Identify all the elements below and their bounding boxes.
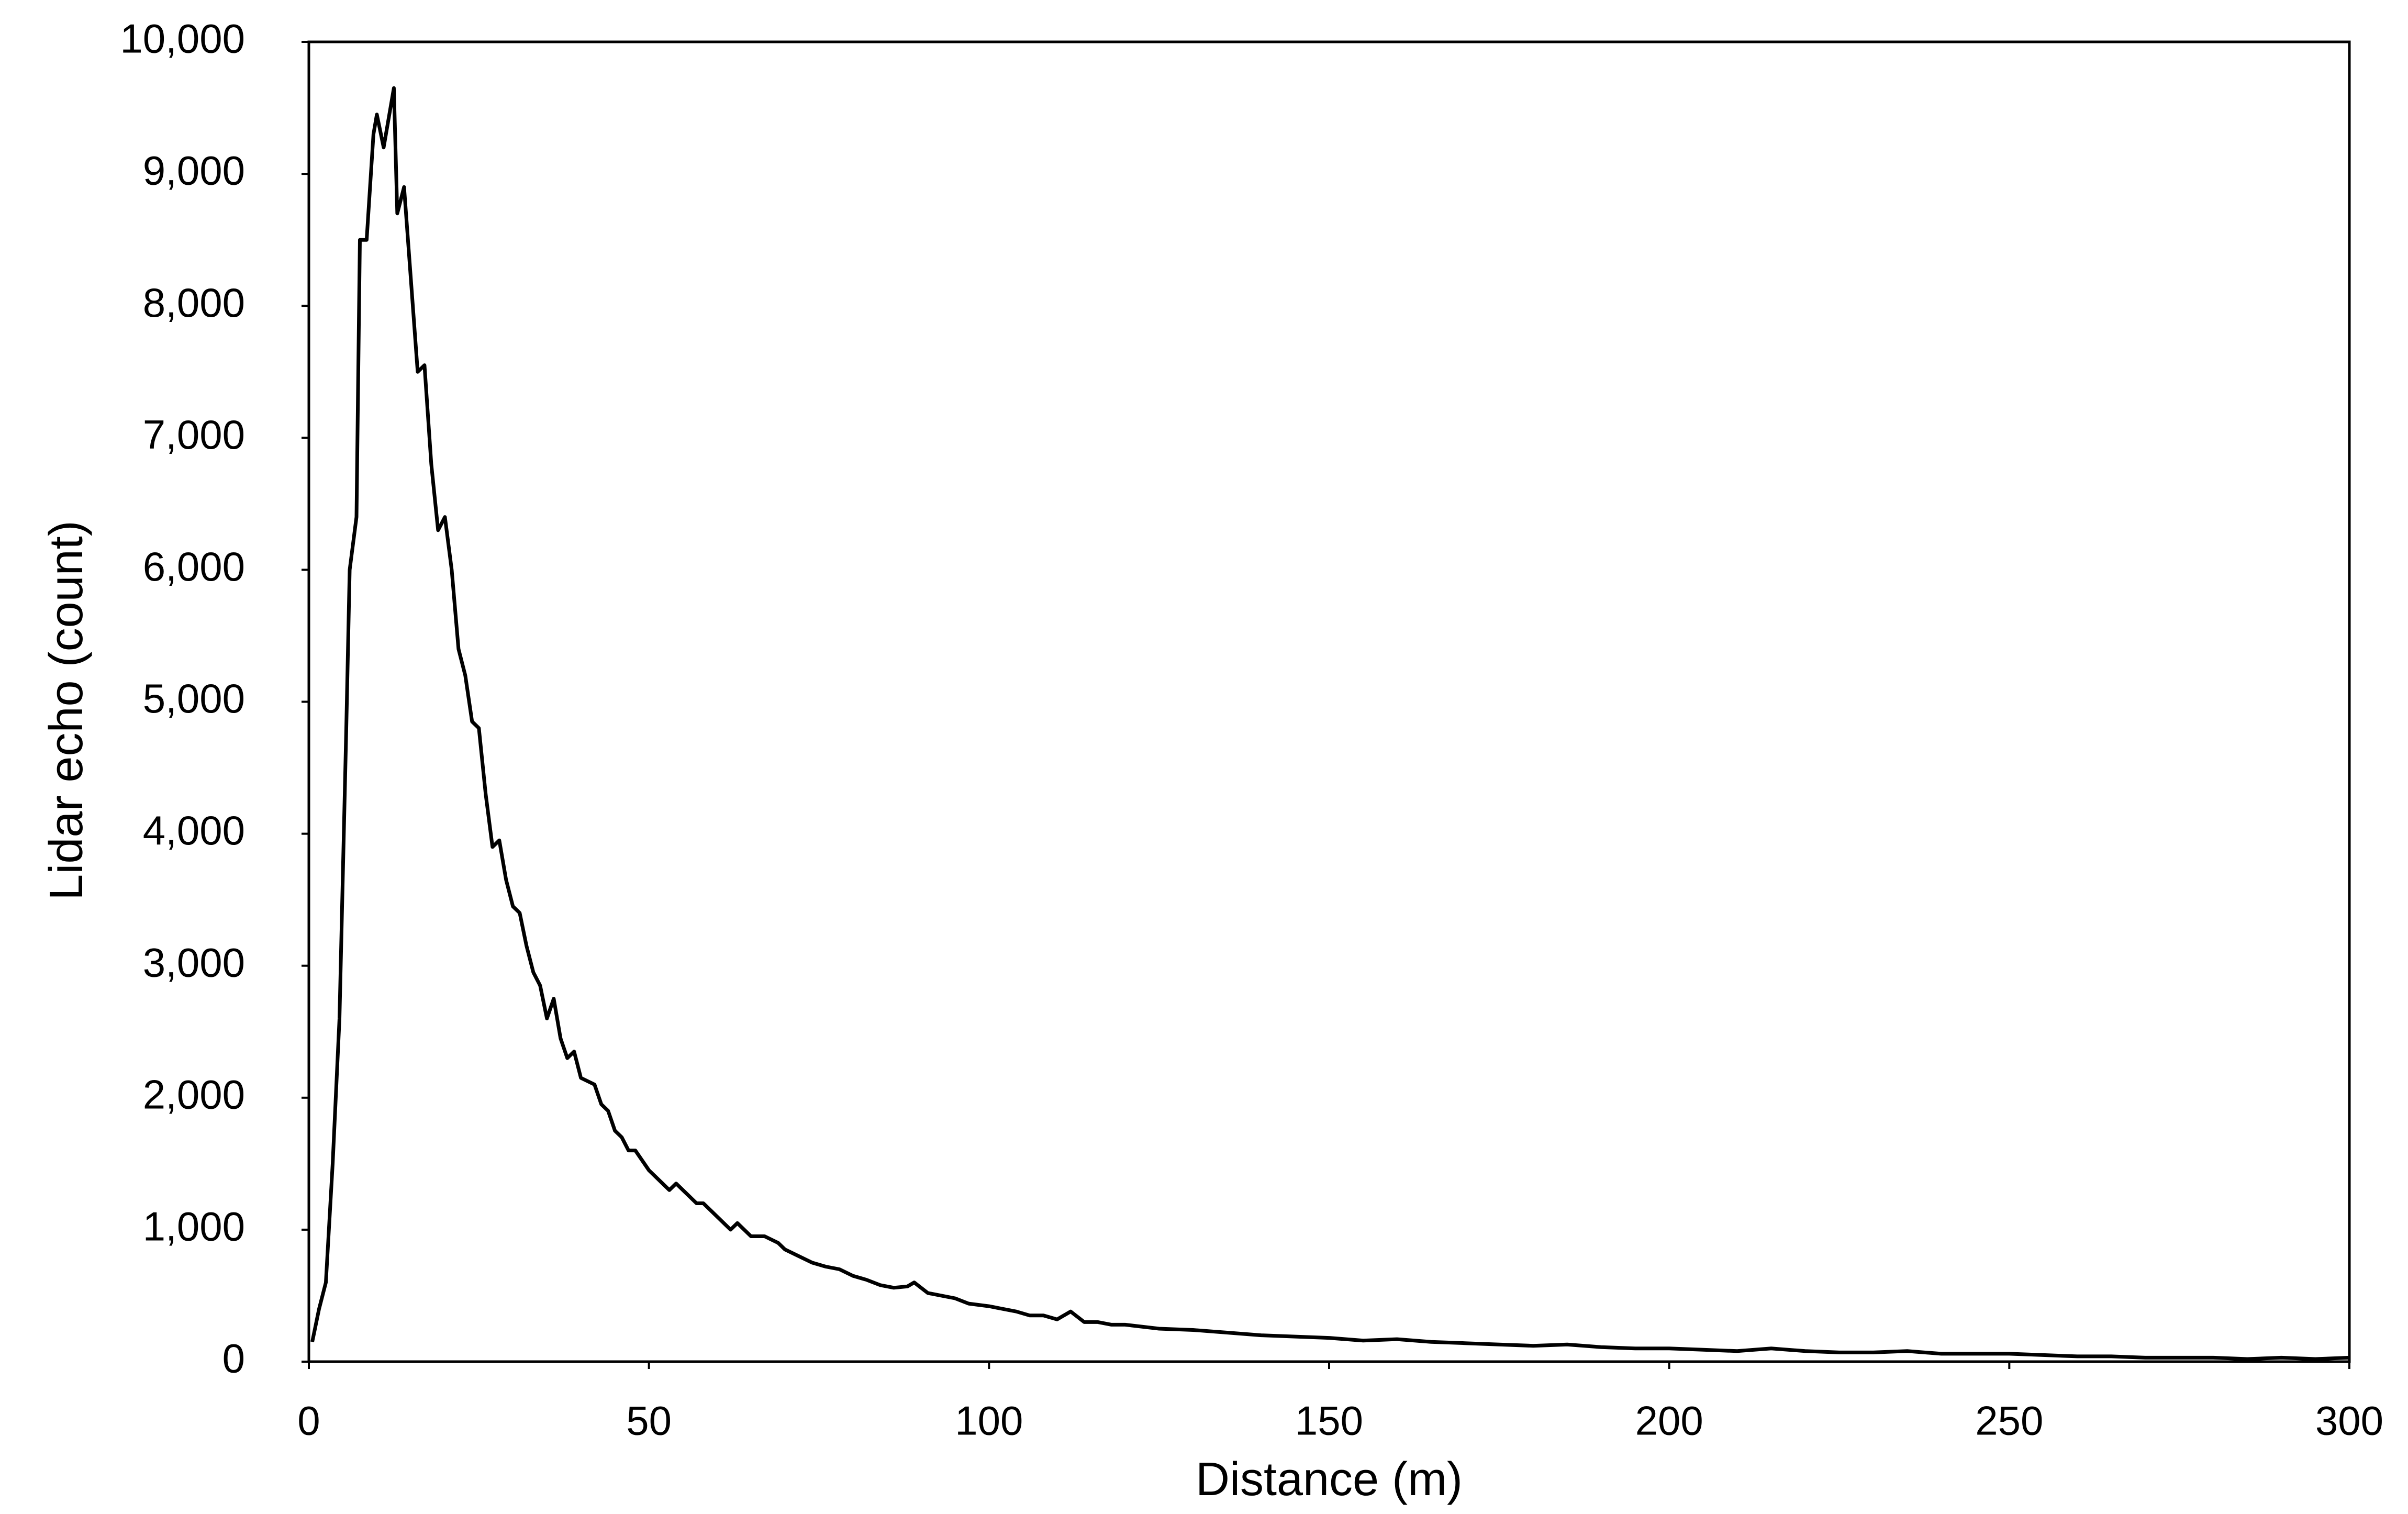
y-tick-label: 2,000	[143, 1071, 245, 1117]
y-tick-label: 0	[222, 1335, 245, 1382]
y-tick-label: 9,000	[143, 148, 245, 194]
x-tick-label: 0	[297, 1398, 320, 1444]
x-tick-label: 200	[1635, 1398, 1703, 1444]
y-tick-label: 7,000	[143, 411, 245, 458]
y-tick-label: 3,000	[143, 939, 245, 985]
y-tick-label: 1,000	[143, 1204, 245, 1250]
x-tick-label: 100	[955, 1398, 1023, 1444]
y-tick-label: 10,000	[120, 16, 245, 62]
y-axis-title: Lidar echo (count)	[40, 520, 93, 900]
data-line	[310, 86, 2350, 1361]
y-tick-label: 8,000	[143, 280, 245, 326]
plot-frame	[307, 40, 2351, 1363]
x-tick-label: 300	[2315, 1398, 2383, 1444]
x-axis-title: Distance (m)	[1196, 1453, 1463, 1506]
x-tick-label: 50	[626, 1398, 672, 1444]
x-tick-label: 250	[1975, 1398, 2043, 1444]
y-tick-label: 6,000	[143, 543, 245, 589]
y-tick-label: 5,000	[143, 675, 245, 721]
x-tick-label: 150	[1295, 1398, 1363, 1444]
y-tick-label: 4,000	[143, 807, 245, 853]
